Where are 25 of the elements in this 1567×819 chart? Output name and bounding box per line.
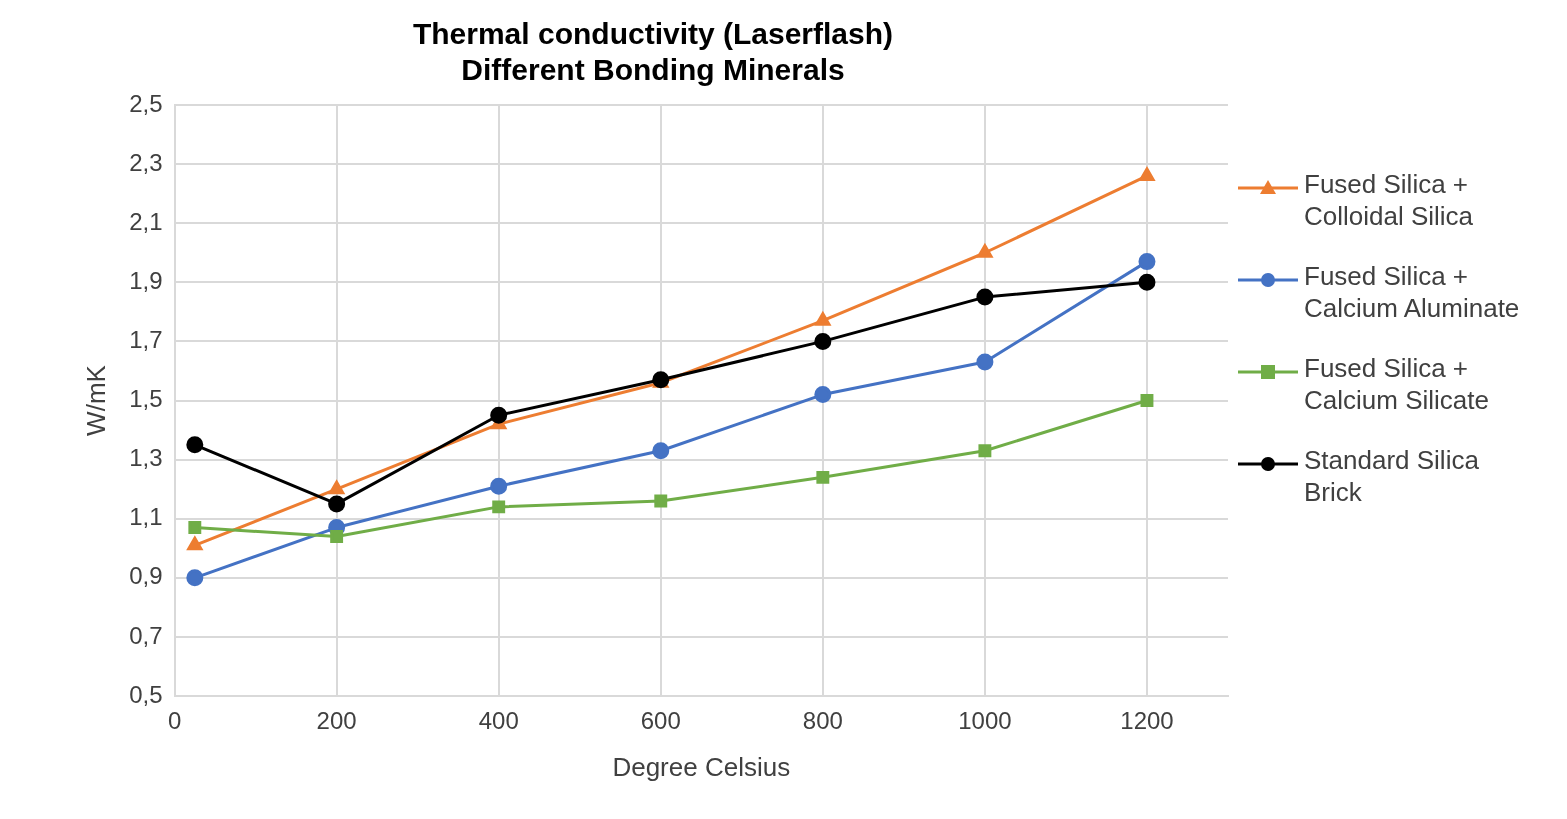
- x-tick-label: 400: [478, 707, 519, 735]
- y-tick-label: 1,5: [129, 385, 163, 413]
- y-tick-label: 2,3: [129, 148, 163, 176]
- legend-label: Fused Silica + Calcium Aluminate: [1304, 260, 1521, 324]
- y-axis-title: W/mK: [80, 364, 111, 436]
- legend-label: Standard Silica Brick: [1304, 444, 1480, 508]
- y-tick-label: 2,1: [129, 207, 163, 235]
- y-tick-label: 0,9: [129, 562, 163, 590]
- legend-label: Fused Silica + Colloidal Silica: [1304, 168, 1475, 232]
- y-tick-label: 0,7: [129, 621, 163, 649]
- legend-label: Fused Silica + Calcium Silicate: [1304, 352, 1490, 416]
- y-tick-label: 1,7: [129, 326, 163, 354]
- x-tick-label: 1000: [958, 707, 1012, 735]
- y-tick-label: 1,9: [129, 266, 163, 294]
- y-tick-label: 0,5: [129, 680, 163, 708]
- x-tick-label: 1200: [1120, 707, 1174, 735]
- y-tick-label: 1,3: [129, 444, 163, 472]
- y-tick-label: 1,1: [129, 503, 163, 531]
- x-tick-label: 200: [316, 707, 357, 735]
- chart-title: Thermal conductivity (Laserflash) Different Bonding Minerals: [412, 17, 894, 87]
- x-tick-label: 0: [167, 707, 182, 735]
- x-tick-label: 800: [802, 707, 843, 735]
- y-tick-label: 2,5: [129, 89, 163, 117]
- x-tick-label: 600: [640, 707, 681, 735]
- x-axis-title: Degree Celsius: [612, 751, 791, 782]
